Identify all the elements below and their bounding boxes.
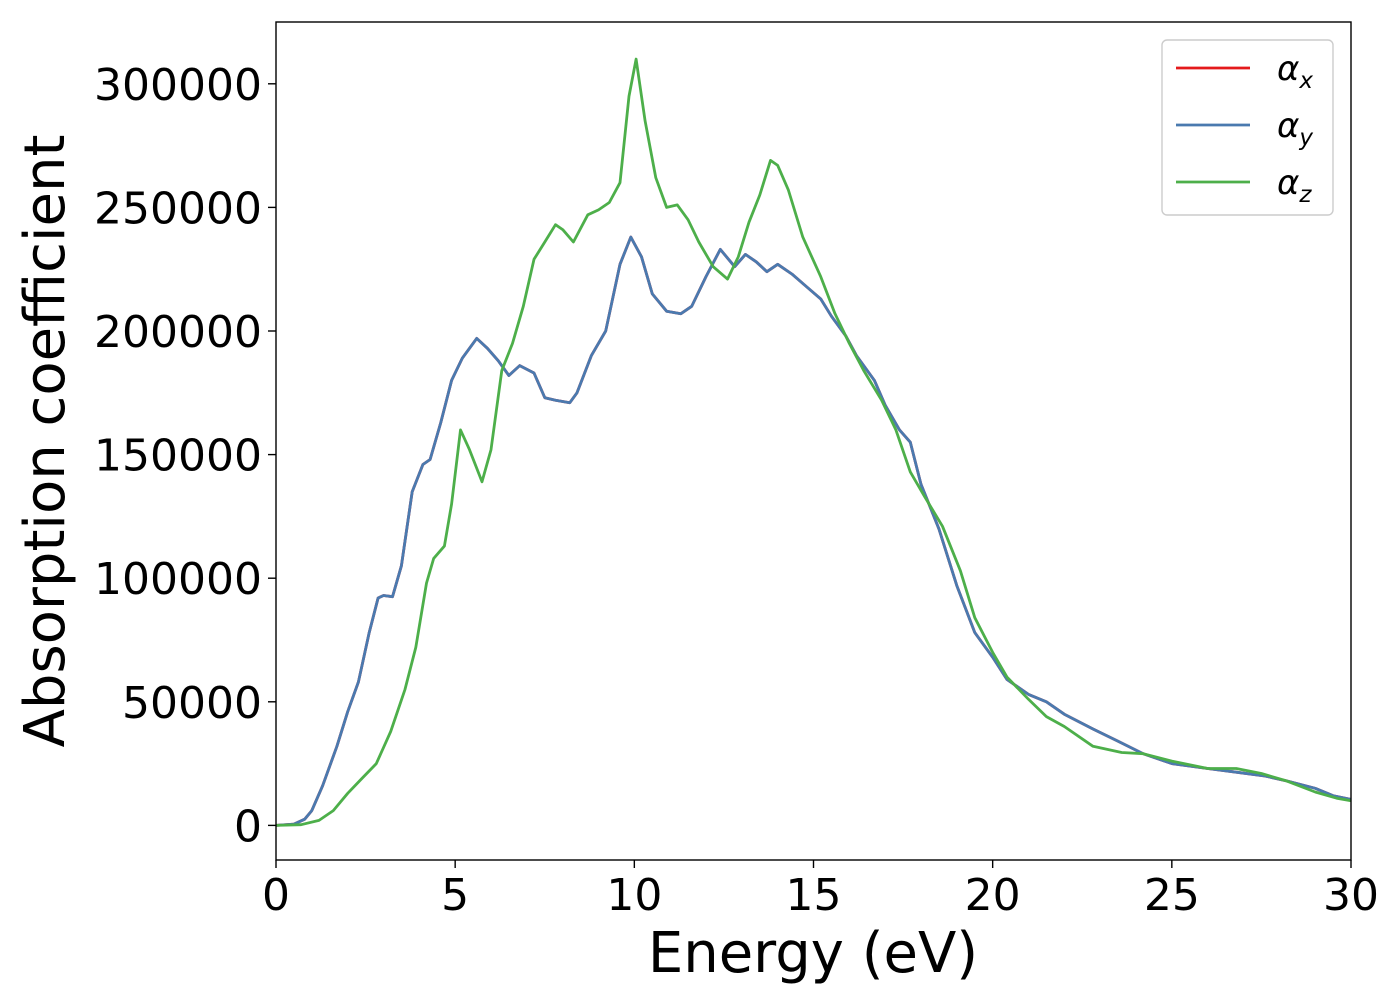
x-tick-label: 30 — [1323, 870, 1379, 921]
x-tick-label: 20 — [965, 870, 1021, 921]
y-tick-label: 0 — [234, 801, 262, 852]
series-line-x — [276, 235, 1351, 827]
x-tick-label: 5 — [441, 870, 469, 921]
y-tick-label: 250000 — [94, 183, 262, 234]
x-axis: 0 5 10 15 20 25 30 — [262, 860, 1379, 921]
y-tick-label: 300000 — [94, 60, 262, 111]
x-axis-title: Energy (eV) — [648, 921, 978, 986]
x-tick-label: 0 — [262, 870, 290, 921]
y-tick-label: 100000 — [94, 554, 262, 605]
y-axis-title: Absorption coefficient — [13, 135, 78, 748]
series-line-z — [276, 57, 1351, 827]
y-axis: 0 50000 100000 150000 200000 250000 300000 — [94, 60, 276, 852]
lines-layer — [276, 57, 1351, 827]
y-tick-label: 50000 — [122, 678, 262, 729]
x-tick-label: 25 — [1144, 870, 1200, 921]
y-tick-label: 150000 — [94, 431, 262, 482]
legend-label-z: αz — [1277, 163, 1312, 208]
y-tick-label: 200000 — [94, 307, 262, 358]
x-tick-label: 10 — [606, 870, 662, 921]
legend-box — [1161, 39, 1334, 216]
series-line-y — [276, 235, 1351, 827]
x-tick-label: 15 — [786, 870, 842, 921]
